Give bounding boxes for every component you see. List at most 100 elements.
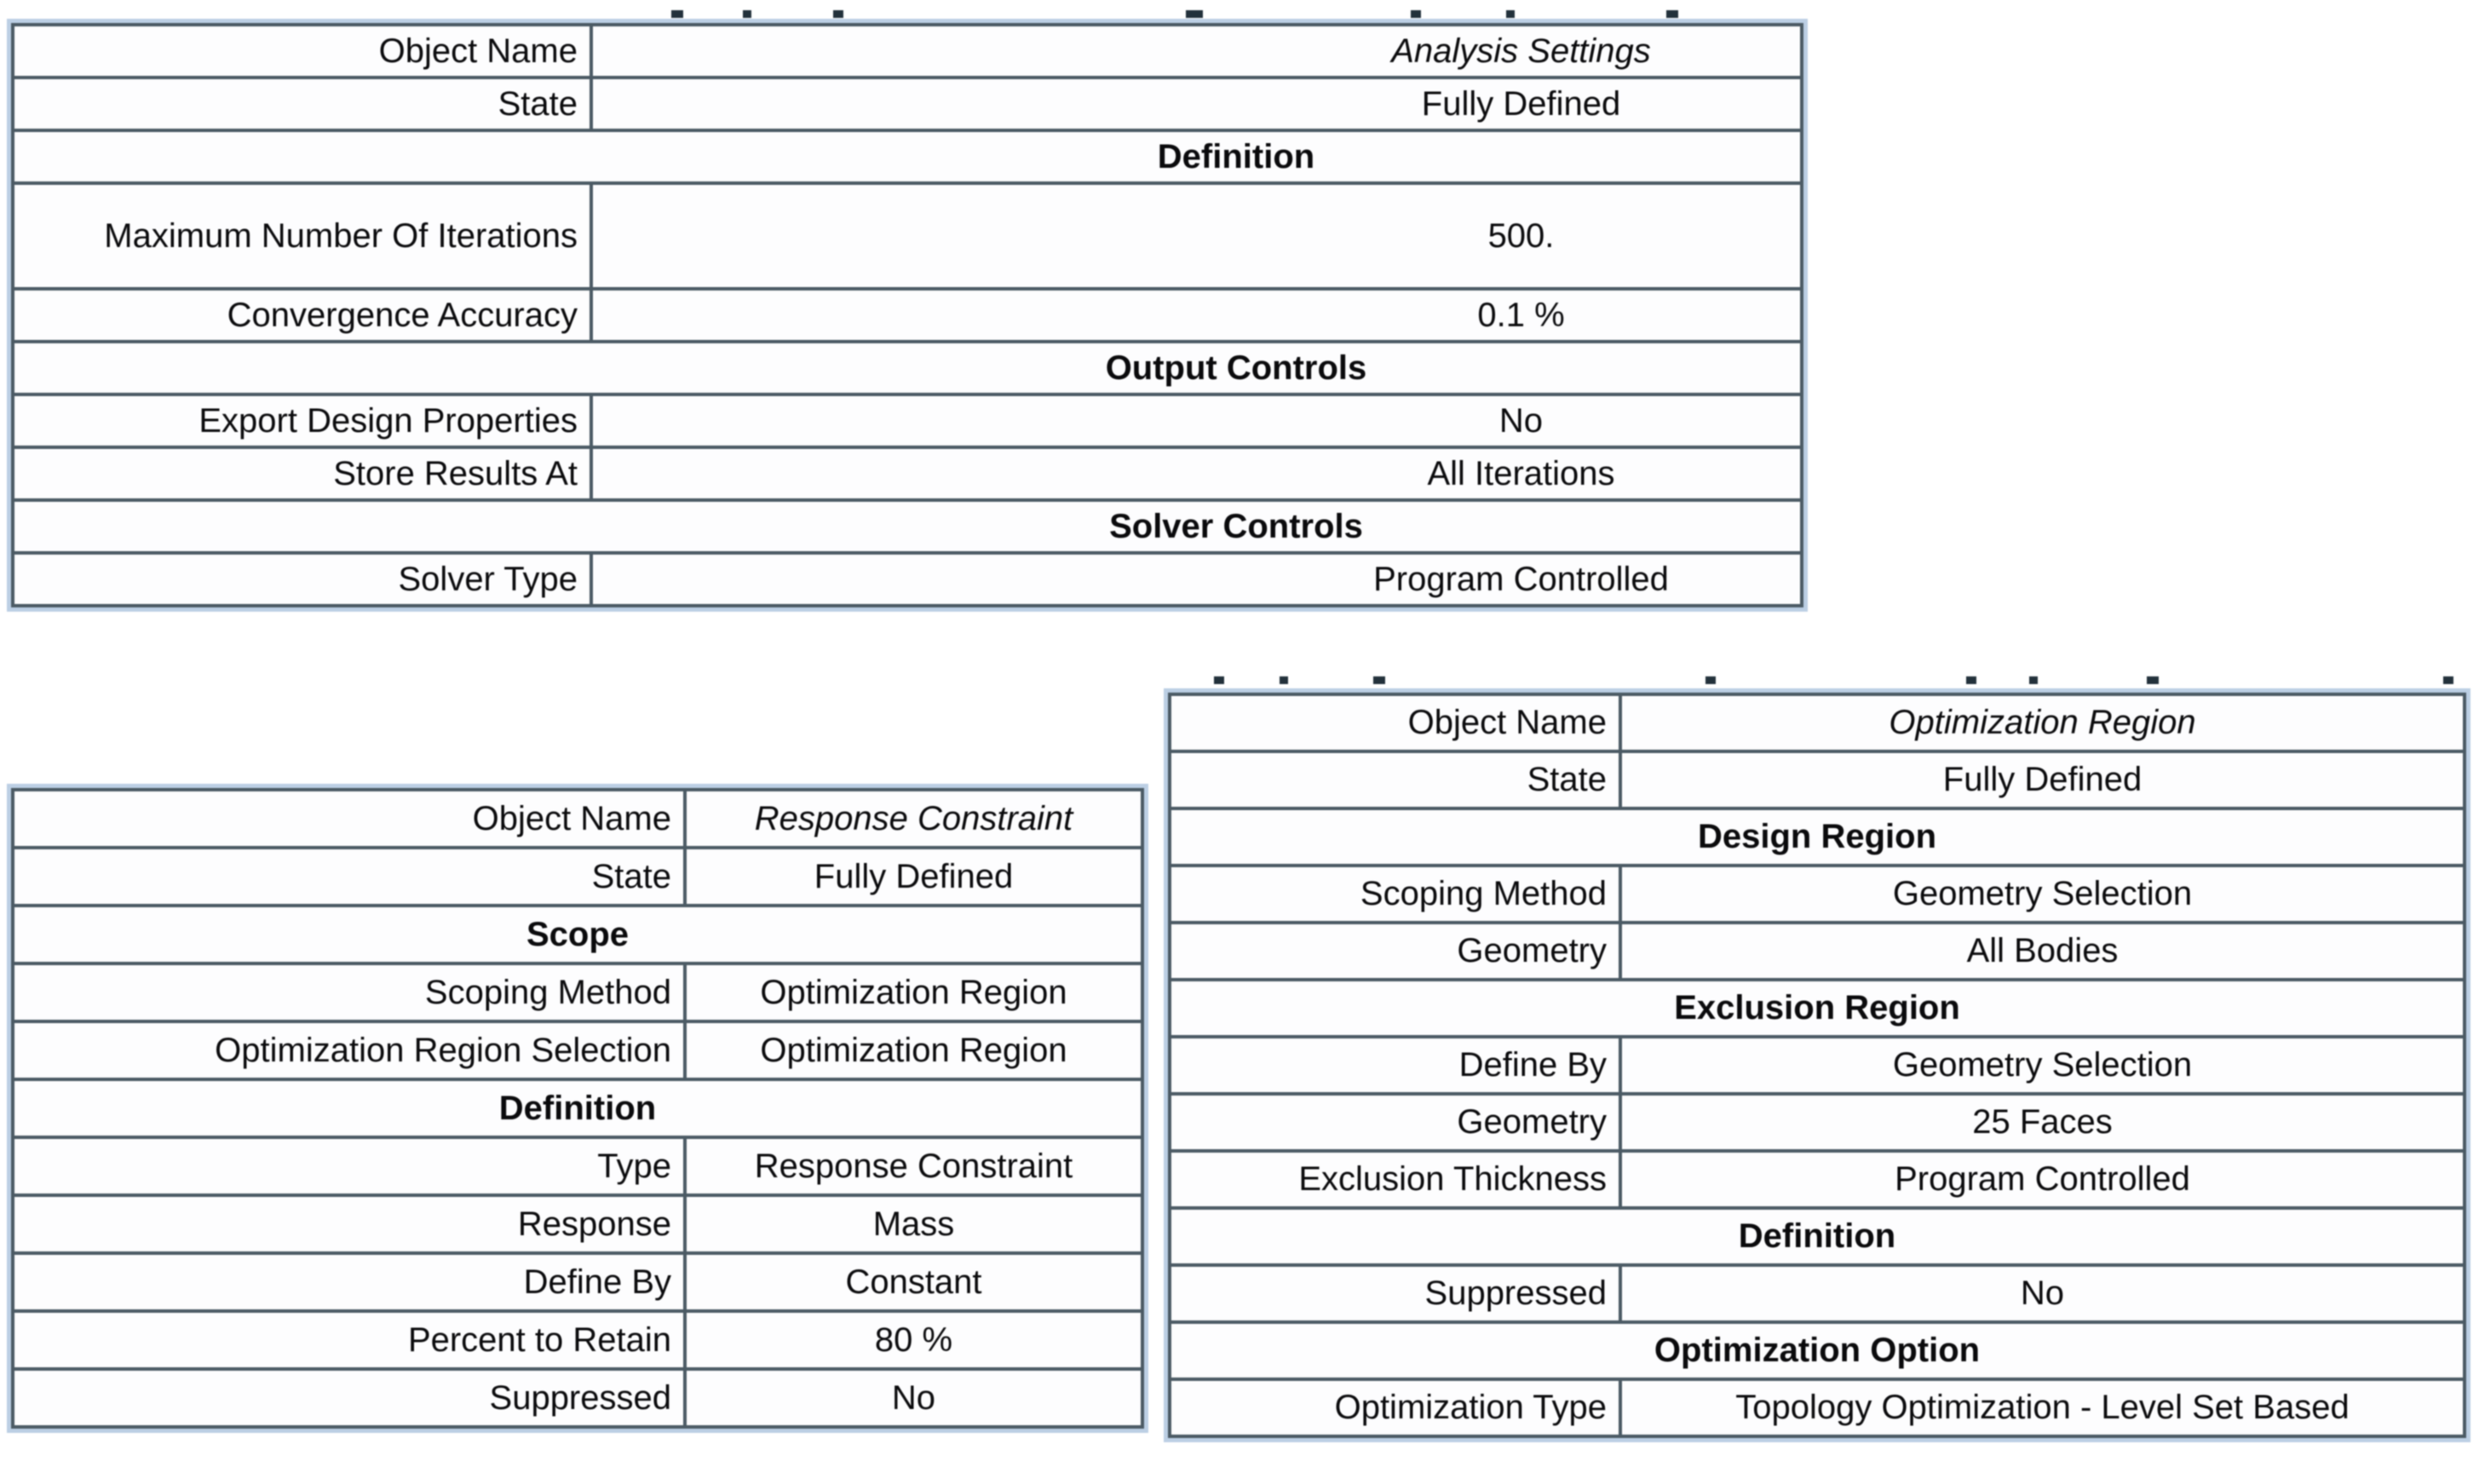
property-value: All Iterations <box>590 446 1803 502</box>
property-value: Constant <box>683 1251 1144 1313</box>
property-value: Geometry Selection <box>1619 864 2466 924</box>
property-value: 0.1 % <box>590 287 1803 343</box>
response-constraint-details-table: Object Name Response Constraint State Fully… <box>7 784 1148 1433</box>
property-label: State <box>11 846 687 907</box>
property-row: Export Design Properties No <box>11 393 1803 449</box>
property-value: Geometry Selection <box>1619 1035 2466 1096</box>
property-row: Define By Geometry Selection <box>1168 1035 2466 1096</box>
property-label: Scoping Method <box>1168 864 1622 924</box>
property-row: Optimization Type Topology Optimization -… <box>1168 1378 2466 1438</box>
property-value: Response Constraint <box>683 788 1144 849</box>
property-row: Type Response Constraint <box>11 1136 1144 1197</box>
property-value: Optimization Region <box>1619 693 2466 753</box>
section-header-row: Design Region <box>1168 807 2466 867</box>
optimization-region-details-table: Object Name Optimization Region State Fully… <box>1164 688 2470 1442</box>
property-row: State Fully Defined <box>11 76 1803 132</box>
property-value: Response Constraint <box>683 1136 1144 1197</box>
property-value: Fully Defined <box>1619 750 2466 810</box>
property-label: Export Design Properties <box>11 393 593 449</box>
section-header: Optimization Option <box>1168 1320 2466 1381</box>
section-header: Definition <box>11 129 1803 185</box>
property-label: Scoping Method <box>11 962 687 1023</box>
property-value: Analysis Settings <box>590 23 1803 79</box>
property-label: State <box>11 76 593 132</box>
property-row: Object Name Analysis Settings <box>11 23 1803 79</box>
property-value: 80 % <box>683 1309 1144 1371</box>
property-row: Suppressed No <box>11 1367 1144 1429</box>
section-header-row: Definition <box>11 129 1803 185</box>
section-header: Output Controls <box>11 340 1803 396</box>
property-label: Suppressed <box>11 1367 687 1429</box>
property-label: Optimization Region Selection <box>11 1020 687 1081</box>
property-value: Optimization Region <box>683 962 1144 1023</box>
property-row: Define By Constant <box>11 1251 1144 1313</box>
property-row: Convergence Accuracy 0.1 % <box>11 287 1803 343</box>
property-label: State <box>1168 750 1622 810</box>
section-header: Definition <box>1168 1206 2466 1267</box>
property-row: Maximum Number Of Iterations 500. <box>11 181 1803 290</box>
property-value: Fully Defined <box>590 76 1803 132</box>
property-value: Program Controlled <box>590 551 1803 607</box>
property-value: All Bodies <box>1619 921 2466 981</box>
property-label: Percent to Retain <box>11 1309 687 1371</box>
property-label: Maximum Number Of Iterations <box>11 181 593 290</box>
section-header-row: Solver Controls <box>11 498 1803 555</box>
analysis-settings-table: Object Name Analysis Settings State Fully D… <box>11 23 1803 607</box>
property-value: No <box>590 393 1803 449</box>
property-label: Define By <box>1168 1035 1622 1096</box>
property-row: Object Name Response Constraint <box>11 788 1144 849</box>
property-label: Object Name <box>1168 693 1622 753</box>
property-label: Object Name <box>11 788 687 849</box>
property-value: No <box>683 1367 1144 1429</box>
property-label: Geometry <box>1168 921 1622 981</box>
property-row: Store Results At All Iterations <box>11 446 1803 502</box>
property-row: Scoping Method Optimization Region <box>11 962 1144 1023</box>
property-label: Convergence Accuracy <box>11 287 593 343</box>
property-label: Object Name <box>11 23 593 79</box>
property-value: No <box>1619 1263 2466 1324</box>
property-row: State Fully Defined <box>11 846 1144 907</box>
property-label: Solver Type <box>11 551 593 607</box>
property-row: Scoping Method Geometry Selection <box>1168 864 2466 924</box>
section-header-row: Definition <box>1168 1206 2466 1267</box>
property-label: Response <box>11 1194 687 1255</box>
section-header: Solver Controls <box>11 498 1803 555</box>
section-header: Design Region <box>1168 807 2466 867</box>
property-label: Define By <box>11 1251 687 1313</box>
section-header-row: Exclusion Region <box>1168 978 2466 1038</box>
property-row: Optimization Region Selection Optimizatio… <box>11 1020 1144 1081</box>
section-header: Scope <box>11 904 1144 965</box>
property-label: Optimization Type <box>1168 1378 1622 1438</box>
property-label: Exclusion Thickness <box>1168 1149 1622 1210</box>
section-header: Exclusion Region <box>1168 978 2466 1038</box>
property-row: Geometry 25 Faces <box>1168 1092 2466 1153</box>
property-value: Fully Defined <box>683 846 1144 907</box>
property-label: Store Results At <box>11 446 593 502</box>
property-row: State Fully Defined <box>1168 750 2466 810</box>
property-value: Program Controlled <box>1619 1149 2466 1210</box>
property-value: Optimization Region <box>683 1020 1144 1081</box>
property-value: 25 Faces <box>1619 1092 2466 1153</box>
property-value: Mass <box>683 1194 1144 1255</box>
property-row: Response Mass <box>11 1194 1144 1255</box>
property-label: Geometry <box>1168 1092 1622 1153</box>
property-value: Topology Optimization - Level Set Based <box>1619 1378 2466 1438</box>
property-label: Suppressed <box>1168 1263 1622 1324</box>
property-value: 500. <box>590 181 1803 290</box>
optimization-region-table: Object Name Optimization Region State Fully… <box>1168 693 2466 1438</box>
property-row: Object Name Optimization Region <box>1168 693 2466 753</box>
property-label: Type <box>11 1136 687 1197</box>
property-row: Exclusion Thickness Program Controlled <box>1168 1149 2466 1210</box>
section-header-row: Output Controls <box>11 340 1803 396</box>
analysis-settings-details-table: Object Name Analysis Settings State Fully D… <box>7 19 1808 612</box>
property-row: Solver Type Program Controlled <box>11 551 1803 607</box>
property-row: Suppressed No <box>1168 1263 2466 1324</box>
property-row: Percent to Retain 80 % <box>11 1309 1144 1371</box>
property-row: Geometry All Bodies <box>1168 921 2466 981</box>
section-header-row: Optimization Option <box>1168 1320 2466 1381</box>
section-header-row: Scope <box>11 904 1144 965</box>
section-header-row: Definition <box>11 1078 1144 1139</box>
response-constraint-table: Object Name Response Constraint State Fully… <box>11 788 1144 1429</box>
